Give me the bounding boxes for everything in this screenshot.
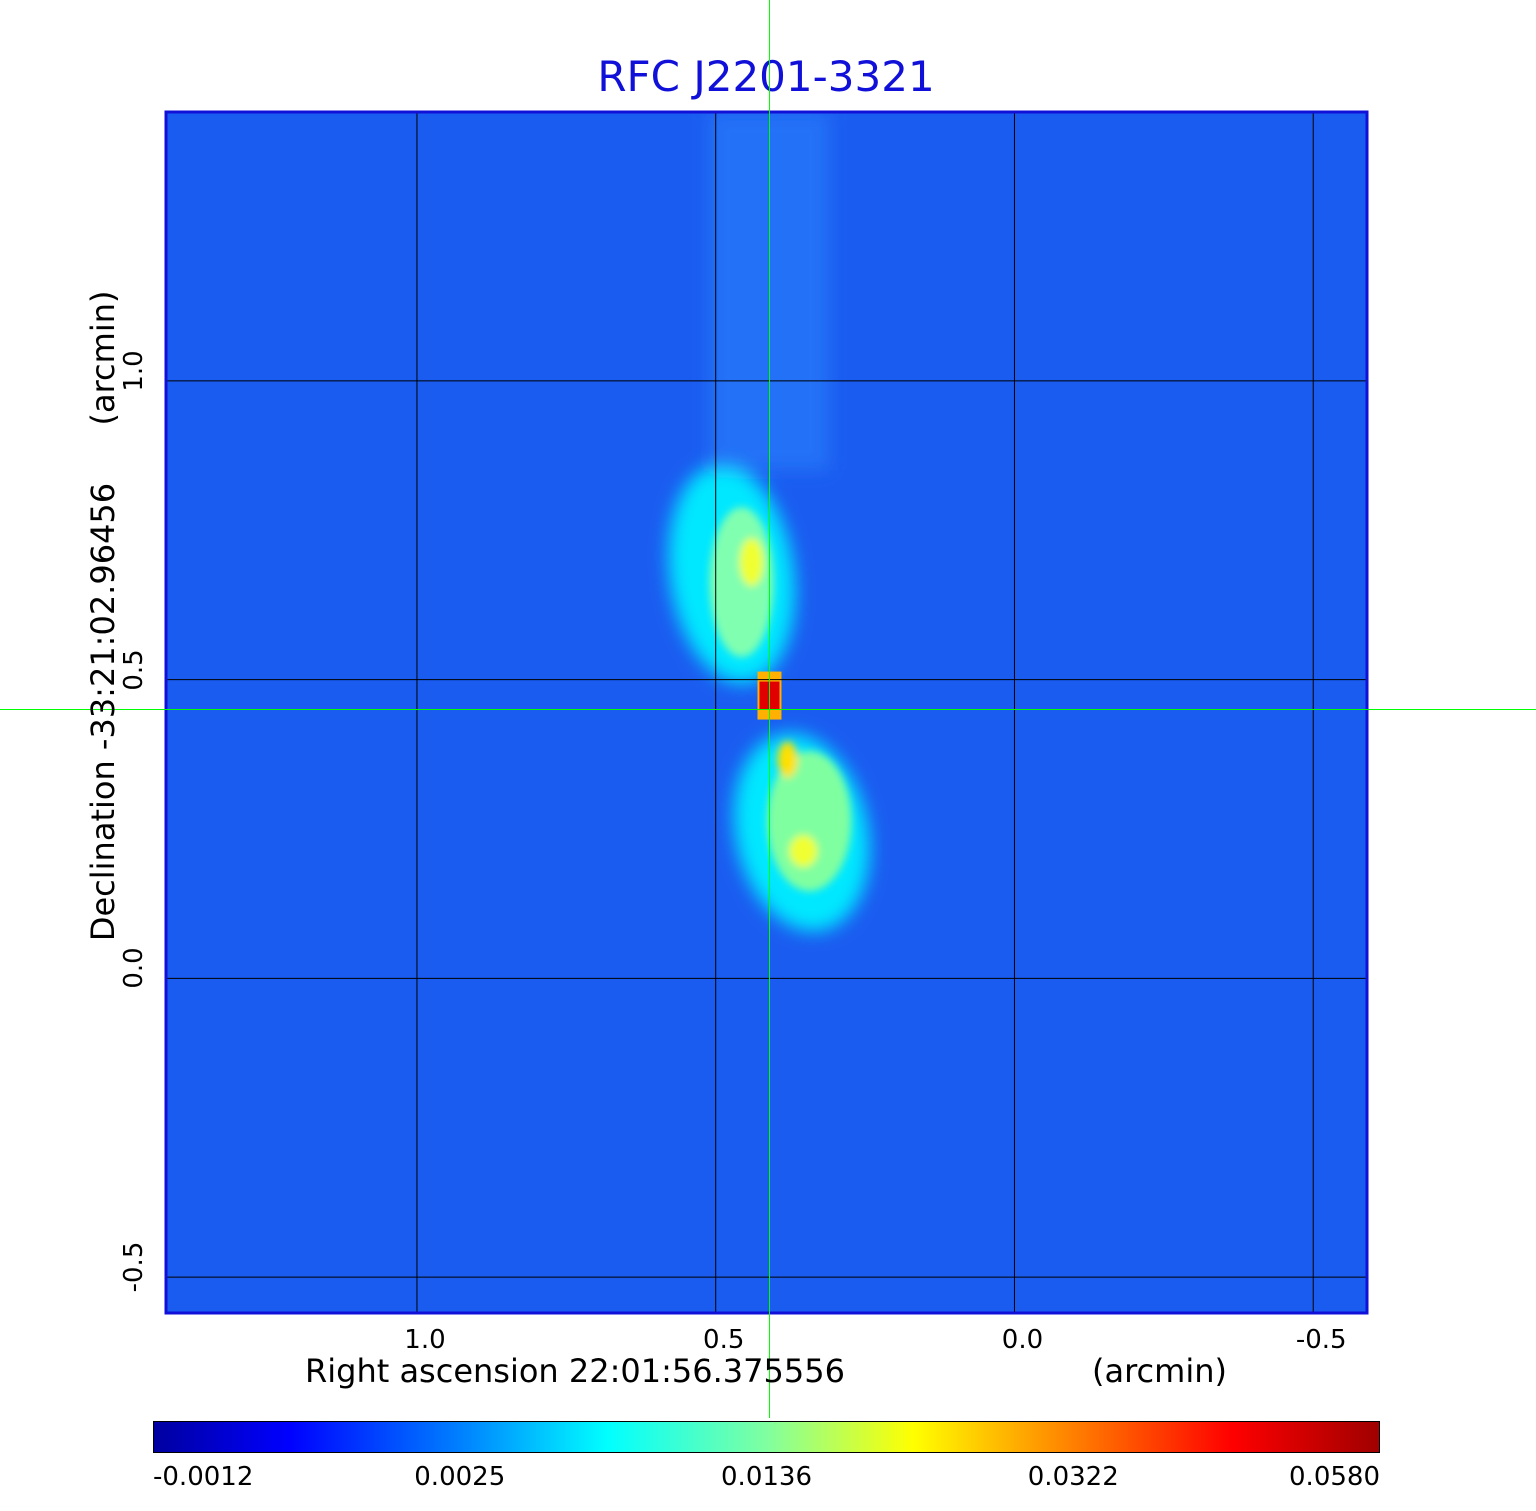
x-axis-unit: (arcmin) <box>1092 1352 1227 1390</box>
colorbar-tick-label: 0.0025 <box>414 1462 506 1492</box>
colorbar-tick-label: 0.0322 <box>1027 1462 1119 1492</box>
x-tick-label: 1.0 <box>404 1325 446 1355</box>
colorbar-tick-label: -0.0012 <box>153 1462 254 1492</box>
north-lobe-peak <box>739 538 764 587</box>
y-axis-unit: (arcmin) <box>84 290 122 426</box>
y-tick-label: 0.5 <box>119 648 149 691</box>
colorbar-tick-label: 0.0136 <box>721 1462 812 1492</box>
inner-jet-knot <box>777 741 798 778</box>
y-tick-label: 0.0 <box>119 947 149 990</box>
x-axis-label: Right ascension 22:01:56.375556 <box>305 1352 845 1390</box>
x-tick-label: 0.0 <box>1001 1325 1044 1355</box>
south-lobe-peak <box>789 835 818 868</box>
grid-lines <box>166 112 1367 1313</box>
south-lobe-body <box>767 751 852 892</box>
emission-bright <box>709 507 852 892</box>
x-tick-label: 0.5 <box>703 1325 745 1355</box>
y-tick-label: 1.0 <box>119 350 149 392</box>
x-tick-label: -0.5 <box>1295 1325 1347 1355</box>
colorbar-tick-label: 0.0580 <box>1289 1462 1380 1492</box>
crosshair <box>0 0 1536 1418</box>
y-tick-label: -0.5 <box>119 1241 149 1293</box>
north-lobe-body <box>709 507 774 658</box>
colorbar <box>153 1421 1380 1453</box>
chart-title: RFC J2201-3321 <box>597 52 935 101</box>
y-axis-label: Declination -33:21:02.96456 <box>84 482 122 942</box>
plot-frame <box>164 110 1369 1315</box>
